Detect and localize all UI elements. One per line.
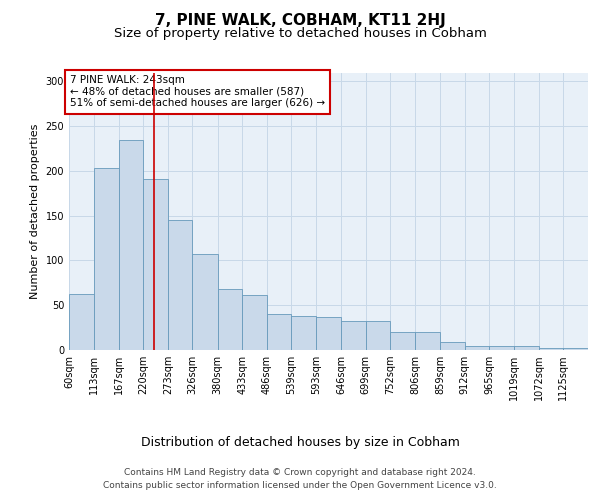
Bar [539,348,563,350]
Text: Distribution of detached houses by size in Cobham: Distribution of detached houses by size … [140,436,460,449]
Bar [69,294,94,350]
Bar [94,168,119,350]
Text: Contains public sector information licensed under the Open Government Licence v3: Contains public sector information licen… [103,480,497,490]
Bar [440,342,464,350]
Text: Contains HM Land Registry data © Crown copyright and database right 2024.: Contains HM Land Registry data © Crown c… [124,468,476,477]
Bar [193,254,218,350]
Bar [514,346,539,350]
Bar [390,332,415,350]
Text: 7, PINE WALK, COBHAM, KT11 2HJ: 7, PINE WALK, COBHAM, KT11 2HJ [155,12,445,28]
Bar [365,322,390,350]
Text: 7 PINE WALK: 243sqm
← 48% of detached houses are smaller (587)
51% of semi-detac: 7 PINE WALK: 243sqm ← 48% of detached ho… [70,75,325,108]
Bar [143,179,168,350]
Text: Size of property relative to detached houses in Cobham: Size of property relative to detached ho… [113,28,487,40]
Bar [119,140,143,350]
Bar [341,322,365,350]
Bar [292,316,316,350]
Bar [489,346,514,350]
Bar [563,348,588,350]
Bar [316,317,341,350]
Bar [415,332,440,350]
Bar [242,296,267,350]
Bar [464,346,489,350]
Y-axis label: Number of detached properties: Number of detached properties [30,124,40,299]
Bar [267,314,292,350]
Bar [218,289,242,350]
Bar [168,220,193,350]
